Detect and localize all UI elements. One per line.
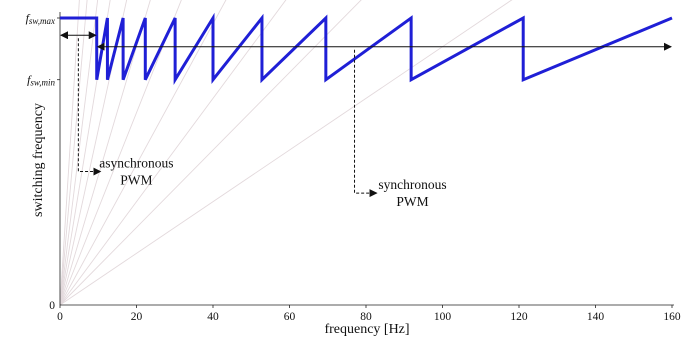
x-tick-label: 60 [284,311,296,323]
y-tick-label: 0 [49,300,55,312]
guide-line-10 [59,0,88,306]
guide-line-9 [59,0,99,306]
x-axis-title: frequency [Hz] [324,322,409,337]
x-tick-label: 80 [360,311,372,323]
y-axis-title: switching frequency [31,103,46,217]
guide-lines [59,0,513,306]
synchronous-label: synchronous [378,177,446,192]
y-tick-label: fsw,min [27,73,55,88]
x-tick-label: 20 [131,311,143,323]
x-tick-label: 40 [207,311,219,323]
annotations: asynchronous PWM synchronous PWM [60,31,672,209]
synchronous-leader-line [354,49,378,198]
asynchronous-leader-line [77,38,102,176]
synchronous-label: PWM [396,194,428,209]
x-tick-label: 140 [587,311,605,323]
series-switching-frequency [60,12,673,86]
guide-line-1 [59,0,513,306]
x-tick-label: 100 [434,311,452,323]
guide-line-11 [59,0,80,306]
asynchronous-label: asynchronous [99,156,173,171]
y-tick-label: fsw,max [26,11,55,26]
y-ticks: fsw,max fsw,min 0 [26,11,60,312]
x-tick-label: 0 [57,311,63,323]
x-tick-label: 160 [663,311,681,323]
x-ticks: 0 20 40 60 80 100 120 140 160 [57,305,681,323]
x-tick-label: 120 [510,311,528,323]
asynchronous-label: PWM [120,173,152,188]
